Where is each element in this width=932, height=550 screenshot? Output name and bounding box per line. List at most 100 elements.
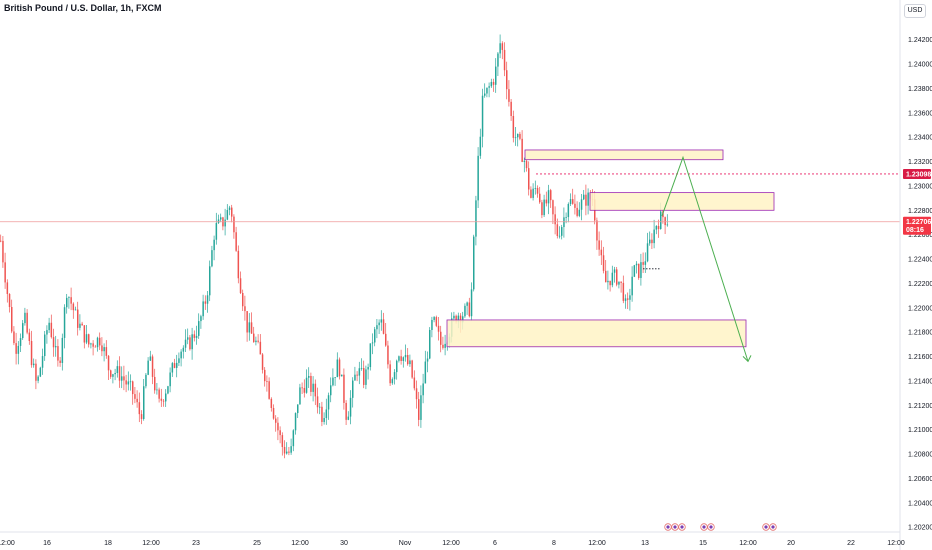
candle-body [550, 190, 552, 201]
candle-body [330, 385, 332, 396]
candle-body [283, 446, 286, 454]
candle-body [523, 160, 526, 162]
candle-body [158, 389, 160, 399]
candle-body [341, 374, 343, 377]
candle-body [587, 192, 589, 206]
candles-layer [0, 34, 669, 459]
candle-body [33, 363, 35, 366]
candle-body [156, 389, 158, 391]
candle-body [528, 168, 530, 190]
candle-body [336, 359, 339, 378]
currency-button[interactable]: USD [904, 4, 926, 18]
candle-body [543, 199, 545, 216]
candle-body [578, 209, 581, 216]
candle-body [195, 335, 198, 338]
candle-body [59, 360, 61, 363]
candle-body [132, 381, 134, 395]
candle-body [226, 210, 229, 220]
candle-body [420, 395, 422, 420]
candle-body [556, 224, 559, 237]
candle-body [569, 199, 572, 204]
candle-body [563, 217, 565, 228]
candle-body [0, 240, 2, 242]
candle-body [552, 200, 554, 215]
price-tick-label: 1.23800 [908, 86, 932, 93]
candle-body [418, 399, 420, 420]
candle-body [545, 199, 548, 204]
candle-body [77, 309, 79, 328]
candle-body [407, 354, 409, 365]
countdown-label: 08:16 [906, 227, 924, 234]
candle-body [193, 334, 196, 338]
time-tick-label: 12:00 [442, 540, 460, 547]
candle-body [558, 235, 561, 237]
price-axis: 1.24200 1.24000 1.23800 1.23600 1.23400 1.232… [899, 0, 932, 550]
candle-body [140, 414, 143, 420]
candle-body [48, 322, 50, 331]
candle-body [455, 315, 457, 322]
candle-body [160, 398, 163, 401]
candle-body [319, 406, 321, 408]
projection-path [661, 155, 749, 362]
candle-body [402, 357, 405, 361]
candle-body [233, 216, 235, 233]
price-tick-label: 1.23000 [908, 183, 932, 190]
candle-body [649, 239, 651, 244]
candle-body [248, 322, 251, 333]
candle-body [250, 322, 253, 334]
candle-body [180, 351, 182, 359]
candle-body [96, 337, 99, 348]
candle-body [121, 376, 123, 381]
candle-body [367, 367, 369, 370]
price-tick-label: 1.21200 [908, 403, 932, 410]
candle-body [512, 115, 515, 138]
candle-body [629, 295, 631, 300]
candle-body [624, 298, 627, 301]
chart-title: British Pound / U.S. Dollar, 1h, FXCM [4, 3, 162, 13]
candle-body [178, 358, 180, 363]
candle-body [618, 281, 620, 285]
candle-body [486, 87, 488, 94]
candle-body [55, 346, 57, 348]
candle-body [35, 363, 37, 381]
candle-body [371, 342, 374, 344]
candle-body [255, 340, 257, 343]
candle-body [580, 199, 583, 210]
candle-body [530, 189, 532, 198]
candle-body [347, 416, 350, 420]
candle-body [79, 323, 81, 328]
candle-body [620, 281, 622, 283]
candle-body [444, 343, 446, 348]
candle-body [349, 397, 352, 417]
candle-body [52, 337, 55, 348]
candle-body [66, 297, 68, 308]
candle-body [633, 265, 636, 277]
candle-body [385, 333, 387, 346]
events-row [664, 523, 777, 531]
price-tick-label: 1.21800 [908, 330, 932, 337]
candle-body [281, 435, 284, 447]
event-flag-dot [673, 525, 677, 529]
candle-body [389, 364, 391, 384]
candle-body [338, 359, 341, 377]
candle-body [424, 361, 427, 384]
candle-body [171, 363, 174, 373]
candle-body [554, 214, 556, 225]
candle-body [473, 236, 475, 290]
candle-body [607, 280, 609, 283]
candle-body [237, 250, 240, 279]
candle-body [411, 360, 413, 378]
candle-body [433, 317, 435, 320]
candle-body [380, 319, 383, 323]
candle-body [576, 207, 578, 216]
candle-body [147, 360, 149, 375]
candle-body [363, 368, 365, 385]
candle-body [422, 383, 424, 396]
candle-body [387, 345, 389, 365]
candle-body [521, 138, 523, 162]
candle-body [426, 358, 429, 362]
candle-body [72, 303, 75, 311]
candle-body [314, 383, 317, 397]
candle-body [198, 321, 200, 336]
